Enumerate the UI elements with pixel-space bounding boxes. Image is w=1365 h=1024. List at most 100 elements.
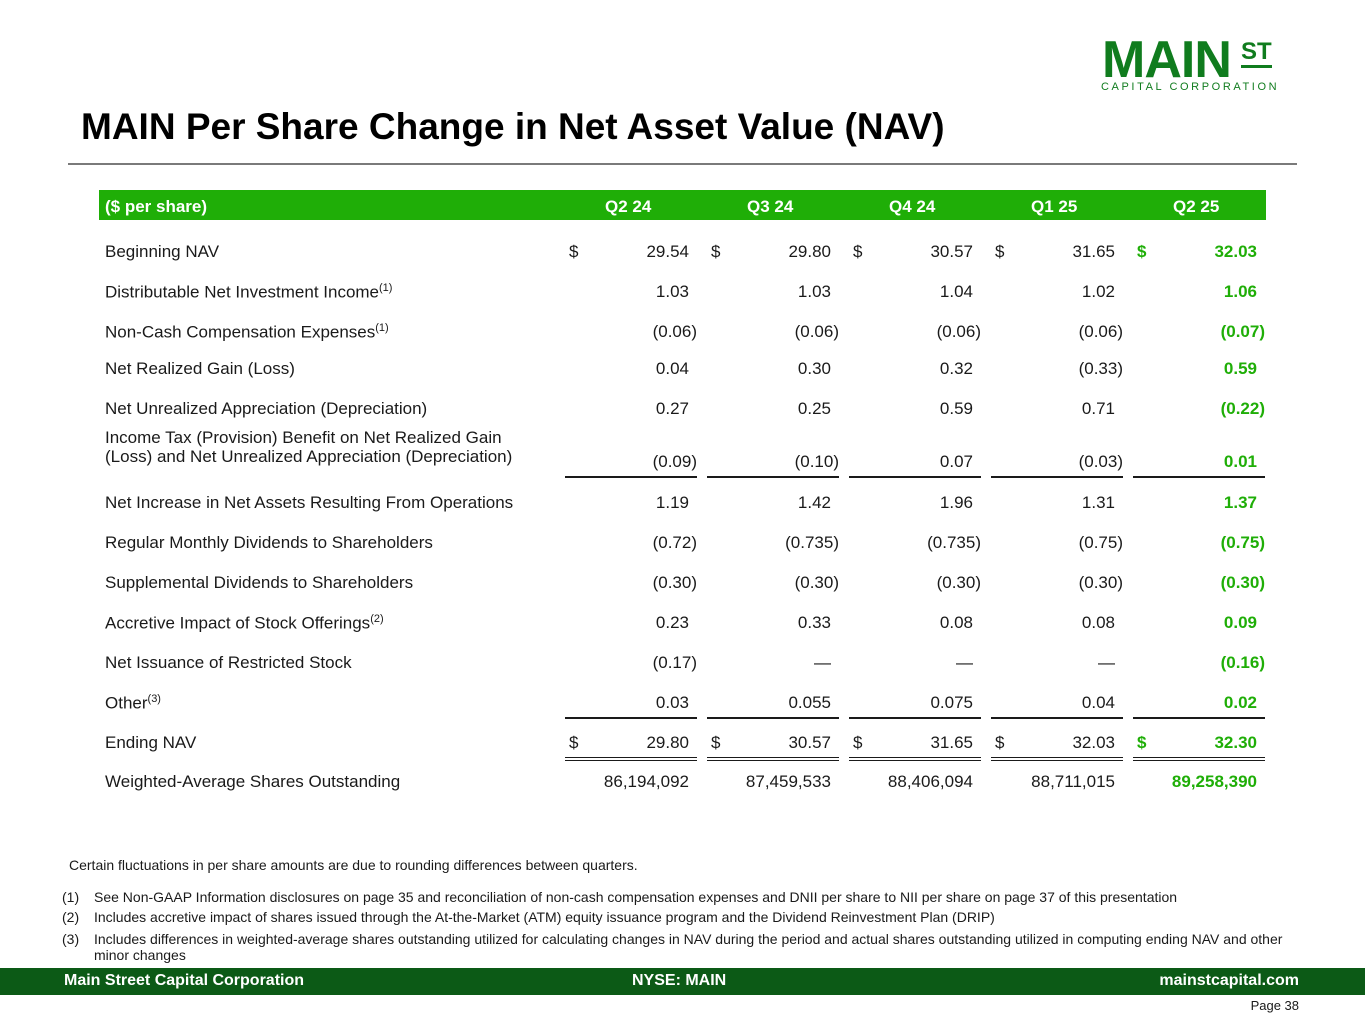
table-row: Accretive Impact of Stock Offerings(2) 0.… xyxy=(99,607,1266,637)
header-q2-25: Q2 25 xyxy=(1173,197,1220,216)
footnote-ref: (1) xyxy=(379,282,393,294)
value-cell: 1.04 xyxy=(849,276,981,306)
value-cell: 0.01 xyxy=(1133,446,1265,478)
row-label-text-line2: (Loss) and Net Unrealized Appreciation (… xyxy=(105,447,513,466)
value-cell: $32.03 xyxy=(1133,236,1265,266)
value-cell: $32.03 xyxy=(991,727,1123,761)
title-divider xyxy=(68,163,1297,165)
cell-value: 0.27 xyxy=(655,399,689,418)
cell-value: (0.16) xyxy=(1220,653,1265,672)
cell-value: 32.03 xyxy=(1072,733,1115,752)
cell-value: (0.07) xyxy=(1220,322,1265,341)
value-cell: 1.37 xyxy=(1133,487,1265,517)
footnote-number: (1) xyxy=(62,889,80,905)
value-cell: 1.06 xyxy=(1133,276,1265,306)
cell-value: (0.17) xyxy=(652,653,697,672)
value-cell: $30.57 xyxy=(707,727,839,761)
cell-value: 29.80 xyxy=(646,733,689,752)
cell-value: 29.54 xyxy=(646,242,689,261)
cell-value: — xyxy=(814,653,831,672)
row-label-text: Net Realized Gain (Loss) xyxy=(105,359,295,378)
value-cell: 89,258,390 xyxy=(1133,766,1265,796)
cell-value: (0.30) xyxy=(936,573,981,592)
value-cell: 0.71 xyxy=(991,393,1123,423)
cell-value: 1.19 xyxy=(655,493,689,512)
cell-value: (0.06) xyxy=(794,322,839,341)
table-row: Beginning NAV $29.54 $29.80 $30.57 $31.65 $32… xyxy=(99,236,1266,266)
table-row: Supplemental Dividends to Shareholders (0… xyxy=(99,567,1266,597)
row-label-text: Ending NAV xyxy=(105,733,197,752)
cell-value: 30.57 xyxy=(930,242,973,261)
value-cell: 0.08 xyxy=(849,607,981,637)
cell-value: 1.96 xyxy=(939,493,973,512)
dollar-sign: $ xyxy=(995,733,1005,752)
value-cell: 0.02 xyxy=(1133,687,1265,719)
value-cell: $29.54 xyxy=(565,236,697,266)
value-cell: (0.72) xyxy=(565,527,697,557)
footnote-ref: (3) xyxy=(147,693,161,705)
row-label: Net Realized Gain (Loss) xyxy=(105,359,295,379)
table-row: Weighted-Average Shares Outstanding 86,19… xyxy=(99,766,1266,796)
cell-value: 1.03 xyxy=(655,282,689,301)
value-cell: (0.30) xyxy=(849,567,981,597)
table-row: Net Increase in Net Assets Resulting Fro… xyxy=(99,487,1266,517)
footnote-ref: (1) xyxy=(375,322,389,334)
footer-ticker: NYSE: MAIN xyxy=(632,972,727,989)
dollar-sign: $ xyxy=(569,733,579,752)
cell-value: 0.04 xyxy=(1081,693,1115,712)
row-label: Income Tax (Provision) Benefit on Net Re… xyxy=(105,428,512,466)
row-label: Weighted-Average Shares Outstanding xyxy=(105,772,400,792)
value-cell: (0.06) xyxy=(565,316,697,346)
table-row: Regular Monthly Dividends to Shareholder… xyxy=(99,527,1266,557)
value-cell: 1.31 xyxy=(991,487,1123,517)
value-cell: 0.59 xyxy=(849,393,981,423)
row-label: Net Issuance of Restricted Stock xyxy=(105,653,352,673)
row-label-text: Net Increase in Net Assets Resulting Fro… xyxy=(105,493,514,512)
value-cell: 1.19 xyxy=(565,487,697,517)
value-cell: 0.04 xyxy=(991,687,1123,719)
value-cell: (0.22) xyxy=(1133,393,1265,423)
dollar-sign: $ xyxy=(1137,242,1147,261)
row-label-text: Supplemental Dividends to Shareholders xyxy=(105,573,414,592)
row-label-text: Net Issuance of Restricted Stock xyxy=(105,653,352,672)
value-cell: (0.735) xyxy=(849,527,981,557)
value-cell: 1.96 xyxy=(849,487,981,517)
table-row: Net Issuance of Restricted Stock (0.17) — —… xyxy=(99,647,1266,677)
cell-value: 89,258,390 xyxy=(1171,772,1257,791)
footnote-text: Includes differences in weighted-average… xyxy=(94,931,1283,963)
footer-website[interactable]: mainstcapital.com xyxy=(1159,972,1299,989)
value-cell: 0.30 xyxy=(707,353,839,383)
value-cell: 87,459,533 xyxy=(707,766,839,796)
cell-value: (0.06) xyxy=(652,322,697,341)
value-cell: (0.30) xyxy=(707,567,839,597)
dollar-sign: $ xyxy=(853,242,863,261)
row-label-text: Income Tax (Provision) Benefit on Net Re… xyxy=(105,428,502,447)
header-q4-24: Q4 24 xyxy=(889,197,936,216)
value-cell: 0.08 xyxy=(991,607,1123,637)
cell-value: 86,194,092 xyxy=(603,772,689,791)
cell-value: (0.735) xyxy=(785,533,839,552)
cell-value: 0.08 xyxy=(1081,613,1115,632)
row-label: Supplemental Dividends to Shareholders xyxy=(105,573,413,593)
cell-value: 0.09 xyxy=(1223,613,1257,632)
cell-value: 0.03 xyxy=(655,693,689,712)
cell-value: (0.09) xyxy=(652,452,697,471)
table-header: ($ per share) Q2 24 Q3 24 Q4 24 Q1 25 Q2… xyxy=(99,190,1266,220)
dollar-sign: $ xyxy=(995,242,1005,261)
value-cell: 1.03 xyxy=(707,276,839,306)
row-label-text: Weighted-Average Shares Outstanding xyxy=(105,772,401,791)
footnote-number: (3) xyxy=(62,931,80,947)
table-row: Ending NAV $29.80 $30.57 $31.65 $32.03 $32.30 xyxy=(99,727,1266,761)
value-cell: 1.42 xyxy=(707,487,839,517)
value-cell: 0.07 xyxy=(849,446,981,478)
cell-value: (0.30) xyxy=(794,573,839,592)
cell-value: (0.30) xyxy=(1220,573,1265,592)
value-cell: 1.02 xyxy=(991,276,1123,306)
value-cell: 0.03 xyxy=(565,687,697,719)
cell-value: 1.03 xyxy=(797,282,831,301)
cell-value: (0.75) xyxy=(1078,533,1123,552)
row-label-text: Distributable Net Investment Income xyxy=(105,282,380,302)
row-label-text: Regular Monthly Dividends to Shareholder… xyxy=(105,533,433,552)
cell-value: (0.735) xyxy=(927,533,981,552)
value-cell: (0.06) xyxy=(849,316,981,346)
